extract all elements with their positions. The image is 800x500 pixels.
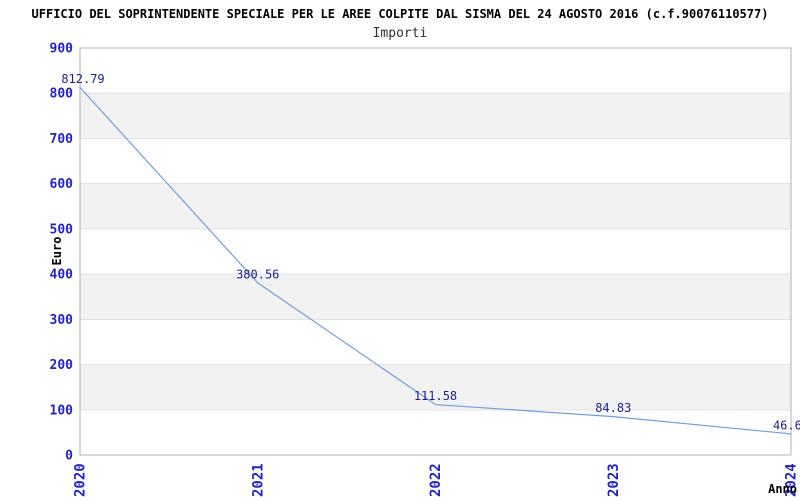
- point-label-2020: 812.79: [61, 72, 104, 86]
- point-label-2021: 380.56: [236, 267, 279, 281]
- y-tick-label: 900: [50, 42, 74, 57]
- x-tick-label-2020: 2020: [73, 463, 89, 497]
- y-tick-label: 800: [50, 87, 74, 102]
- x-tick-label-2022: 2022: [428, 463, 444, 497]
- grid-band: [80, 93, 791, 139]
- chart-subtitle: Importi: [372, 26, 428, 41]
- grid-band: [80, 183, 791, 229]
- y-tick-label: 400: [50, 268, 74, 283]
- point-label-2022: 111.58: [414, 389, 457, 403]
- plot-frame: [79, 47, 792, 456]
- x-tick-label-2021: 2021: [250, 463, 266, 497]
- grid-band: [80, 274, 791, 320]
- grid-band: [80, 364, 791, 410]
- x-tick-label-2024: 2024: [784, 463, 800, 497]
- y-tick-label: 700: [50, 132, 74, 147]
- chart-title: UFFICIO DEL SOPRINTENDENTE SPECIALE PER …: [31, 7, 769, 21]
- x-axis-title: Anno: [768, 482, 797, 496]
- point-label-2024: 46.68: [773, 418, 800, 432]
- y-tick-label: 300: [50, 313, 74, 328]
- point-label-2023: 84.83: [595, 401, 631, 415]
- x-tick-label-2023: 2023: [606, 463, 622, 497]
- y-tick-label: 0: [65, 449, 73, 464]
- y-tick-label: 500: [50, 222, 74, 237]
- y-tick-label: 200: [50, 358, 74, 373]
- y-tick-label: 100: [50, 403, 74, 418]
- y-axis-title: Euro: [50, 236, 64, 266]
- data-line-importi: [79, 86, 792, 435]
- y-tick-label: 600: [50, 177, 74, 192]
